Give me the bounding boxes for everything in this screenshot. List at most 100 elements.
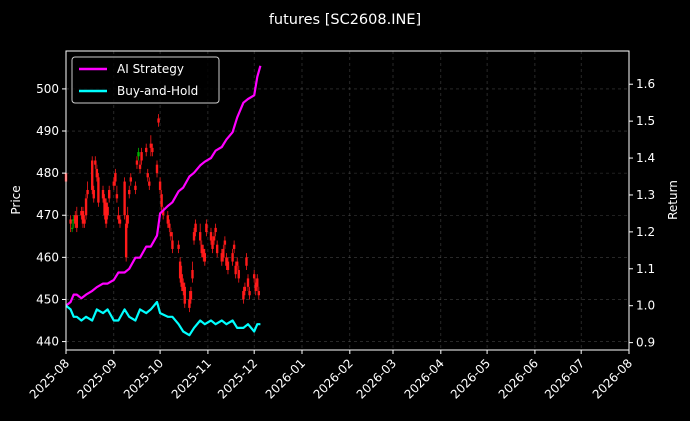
x-tick-label: 2025-09 — [75, 356, 120, 401]
candle-body — [146, 173, 149, 178]
candle-body — [117, 215, 120, 220]
candle-body — [180, 274, 183, 287]
candle-body — [80, 211, 83, 216]
candle-body — [214, 227, 217, 233]
y-right-tick-label: 1.5 — [636, 114, 655, 128]
candle-body — [103, 198, 106, 216]
candle-body — [83, 219, 86, 224]
candle-body — [160, 194, 163, 207]
x-tick-label: 2025-11 — [169, 356, 214, 401]
y-right-tick-label: 1.2 — [636, 225, 655, 239]
candle-body — [149, 143, 153, 148]
candle-body — [118, 219, 122, 224]
y-axis-left-label: Price — [9, 185, 23, 214]
x-tick-label: 2026-08 — [590, 356, 635, 401]
candle-body — [203, 253, 207, 262]
candle-body — [138, 164, 142, 169]
candle-body — [128, 189, 131, 195]
candle-body — [72, 219, 75, 221]
candle-body — [200, 244, 203, 254]
candle-body — [158, 181, 162, 190]
candle-body — [222, 248, 225, 258]
candle-body — [236, 261, 239, 266]
y-left-tick-label: 500 — [36, 82, 59, 96]
y-right-tick-label: 0.9 — [636, 336, 655, 350]
candle-body — [157, 118, 160, 123]
x-axis: 2025-08 2025-09 2025-10 2025-11 2025-12 2026-… — [27, 350, 635, 402]
candle-body — [134, 185, 137, 190]
y-axis-left: 440 450 460 470 480 490 500 — [36, 82, 66, 349]
x-tick-label: 2026-01 — [263, 356, 308, 401]
candle-body — [248, 291, 251, 296]
candle-body — [243, 286, 247, 292]
candle-body — [169, 232, 173, 237]
candle-body — [252, 274, 256, 279]
candle-body — [94, 160, 97, 165]
candle-body — [145, 147, 148, 153]
y-right-tick-label: 1.0 — [636, 299, 655, 313]
y-axis-right: 0.9 1.0 1.1 1.2 1.3 1.4 1.5 1.6 — [629, 77, 655, 350]
candle-body — [155, 164, 159, 174]
x-tick-label: 2026-04 — [402, 356, 447, 401]
candle-body — [191, 269, 194, 279]
candle-body — [123, 181, 126, 216]
candle-body — [91, 160, 94, 190]
candle-body — [70, 227, 74, 229]
y-left-tick-label: 460 — [36, 250, 59, 264]
chart-title: futures [SC2608.INE] — [269, 12, 421, 28]
x-tick-label: 2025-08 — [27, 356, 72, 401]
candle-body — [84, 198, 88, 216]
candle-body — [151, 147, 154, 153]
legend-box — [71, 56, 220, 104]
candle-body — [220, 253, 223, 262]
candle-layer — [64, 114, 261, 313]
candle-body — [256, 278, 259, 287]
candle-body — [75, 215, 78, 228]
y-right-tick-label: 1.1 — [636, 262, 655, 276]
x-tick-label: 2025-10 — [121, 356, 166, 401]
candle-body — [194, 223, 197, 233]
y-left-tick-label: 490 — [36, 124, 59, 138]
candle-body — [92, 189, 95, 199]
candle-body — [140, 152, 143, 161]
y-left-tick-label: 450 — [36, 292, 59, 306]
candle-body — [188, 299, 191, 308]
candle-body — [232, 244, 236, 249]
candle-body — [168, 223, 171, 228]
buy-and-hold-line — [65, 300, 261, 337]
candle-body — [257, 291, 261, 296]
y-left-tick-label: 470 — [36, 208, 59, 222]
legend-label-ai-strategy: AI Strategy — [117, 62, 184, 76]
y-left-tick-label: 480 — [36, 166, 59, 180]
candle-body — [225, 257, 228, 266]
candle-body — [245, 257, 248, 266]
candle-body — [129, 177, 132, 182]
candle-body — [106, 206, 109, 216]
candle-body — [69, 219, 72, 224]
ai-strategy-line — [65, 65, 262, 307]
candle-body — [97, 177, 100, 203]
legend-label-buy-and-hold: Buy-and-Hold — [117, 84, 198, 98]
candle-body — [237, 269, 240, 279]
plot-frame — [65, 50, 630, 351]
candle-body — [104, 202, 108, 224]
x-tick-label: 2026-07 — [542, 356, 587, 401]
candle-body — [114, 173, 117, 182]
candle-body — [198, 232, 202, 241]
candle-body — [126, 215, 129, 224]
candle-body — [205, 223, 208, 233]
y-right-tick-label: 1.6 — [636, 77, 655, 91]
line-layer — [65, 65, 262, 337]
candle-body — [215, 244, 219, 254]
legend: AI Strategy Buy-and-Hold — [71, 56, 220, 104]
y-axis-right-label: Return — [666, 180, 680, 220]
candle-body — [86, 189, 89, 195]
y-right-tick-label: 1.3 — [636, 188, 655, 202]
candle-body — [137, 152, 140, 157]
candle-body — [234, 265, 237, 275]
candle-body — [107, 189, 111, 199]
candle-body — [115, 194, 119, 199]
candle-body — [209, 232, 213, 241]
candle-body — [112, 181, 116, 186]
